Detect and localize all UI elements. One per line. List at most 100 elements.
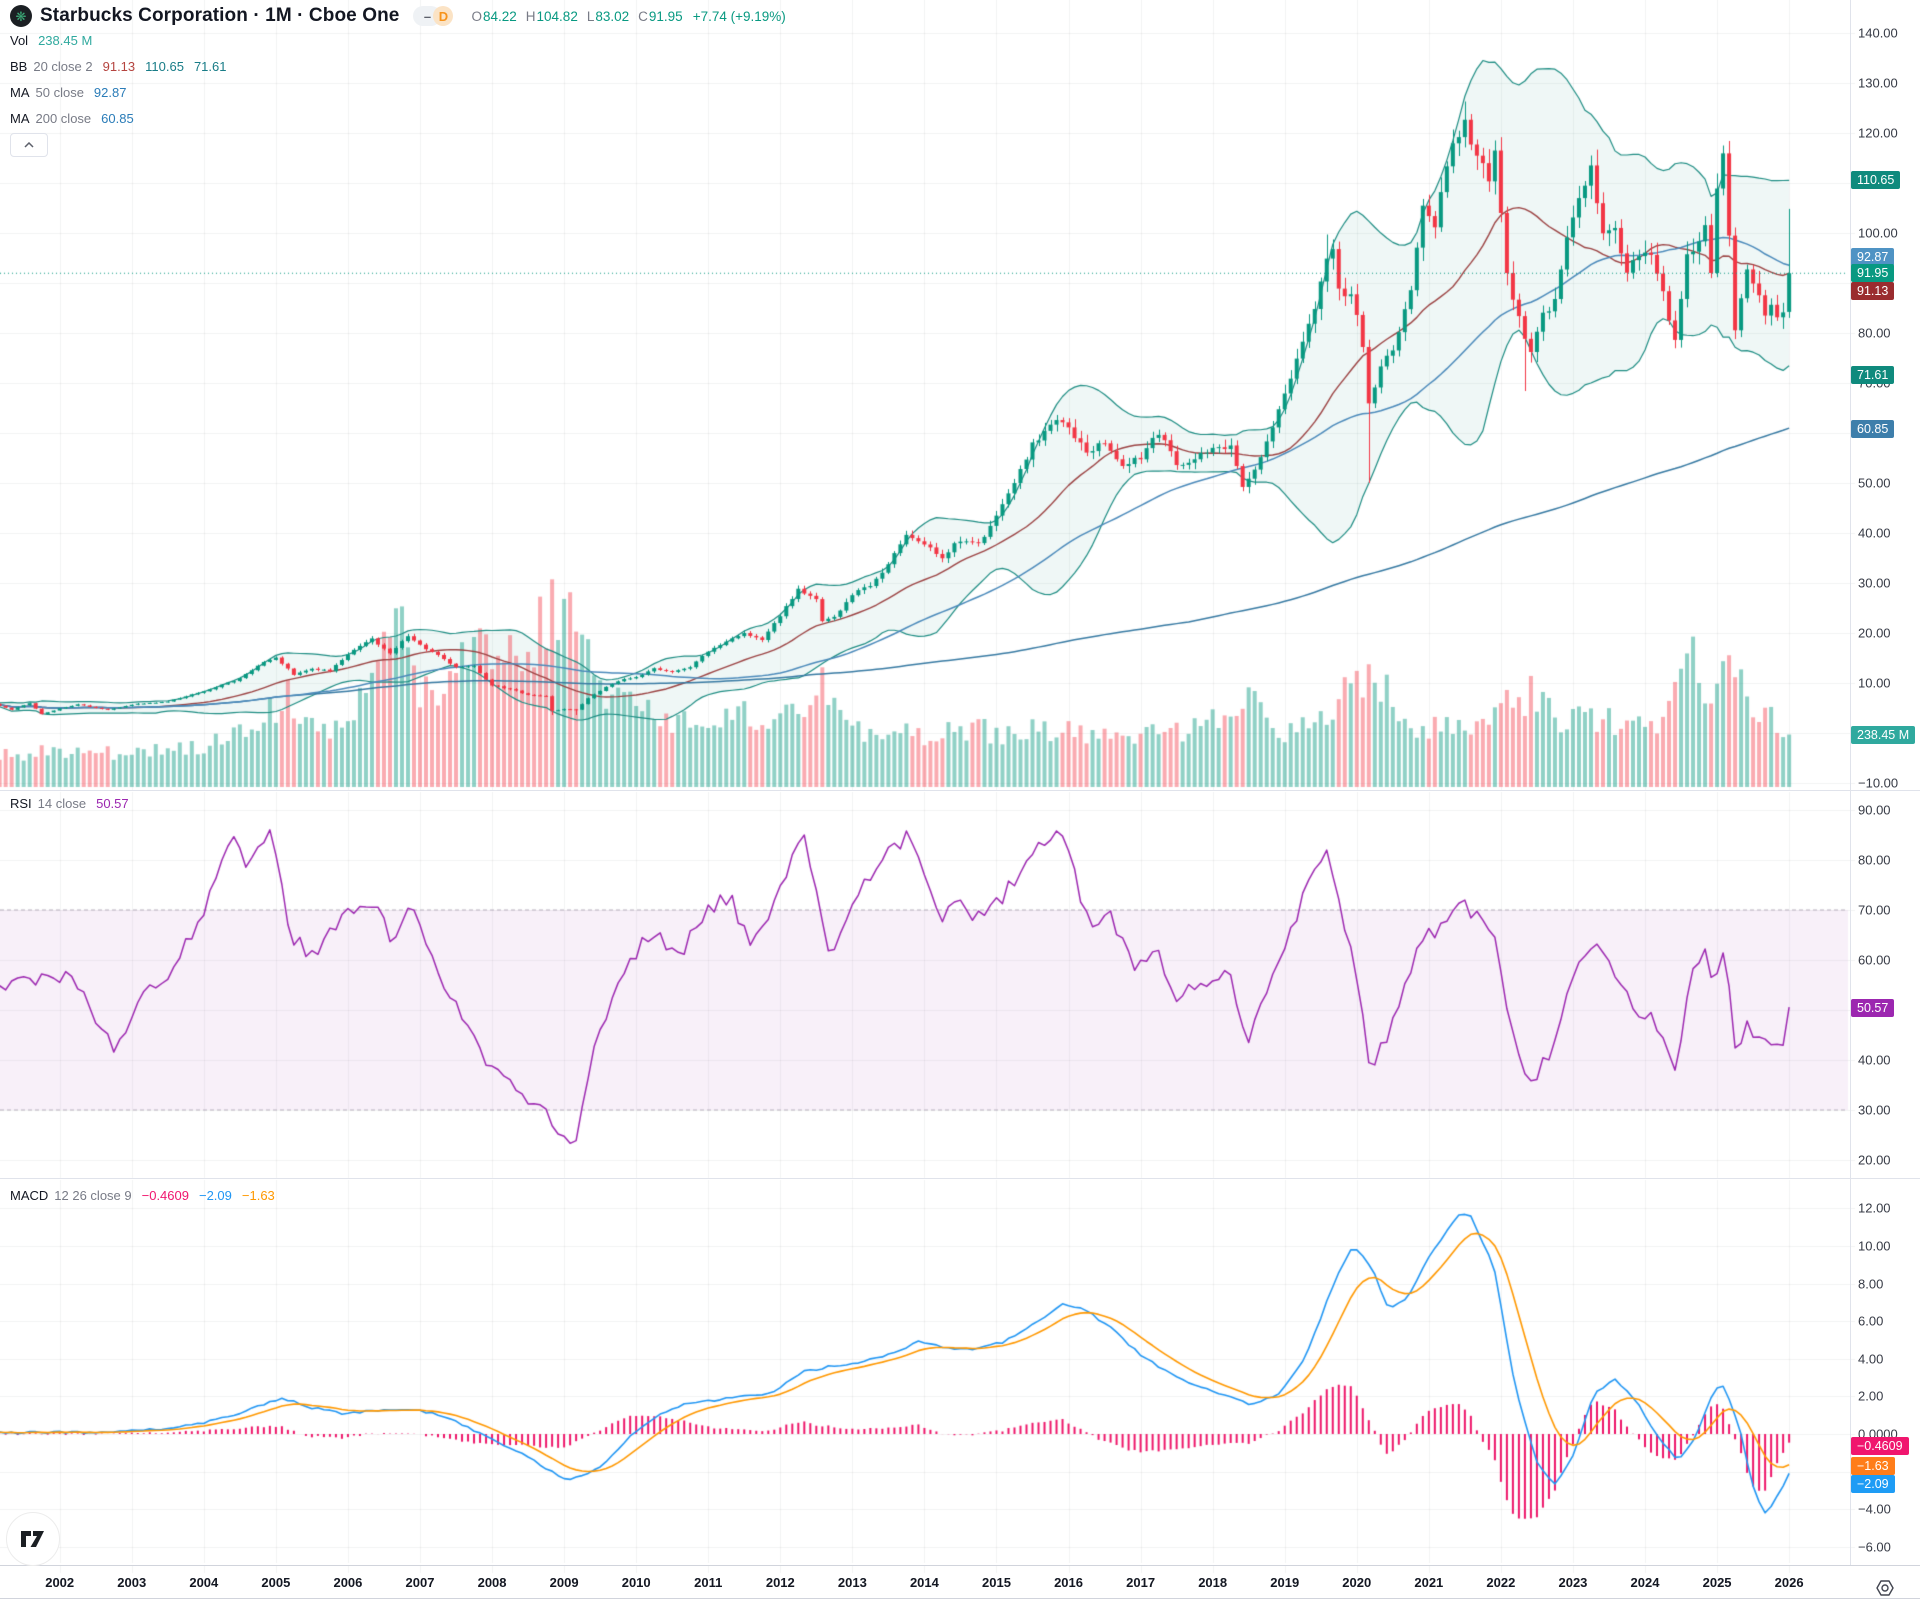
year-label[interactable]: 2018 [1198, 1575, 1228, 1590]
macd-tick-label: 4.00 [1858, 1351, 1884, 1367]
bb-lower-value: 71.61 [193, 59, 227, 74]
pane-separator[interactable] [0, 1178, 1920, 1179]
rsi-tick-label: 20.00 [1858, 1152, 1891, 1168]
legend-ma200[interactable]: MA 200 close 60.85 [10, 111, 134, 126]
rsi-tick-label: 60.00 [1858, 952, 1891, 968]
macd-line-value: −2.09 [198, 1188, 232, 1203]
tradingview-logo[interactable] [6, 1512, 60, 1566]
chevron-up-icon [24, 142, 34, 148]
macd-tick-label: 12.00 [1858, 1200, 1891, 1216]
macd-tick-label: 8.00 [1858, 1276, 1884, 1292]
tradingview-glyph-icon [21, 1531, 44, 1547]
year-label[interactable]: 2015 [982, 1575, 1011, 1590]
price-tick-label: 140.00 [1858, 25, 1898, 41]
year-label[interactable]: 2024 [1630, 1575, 1660, 1590]
low-value: L83.02 [586, 8, 630, 24]
price-tick-label: 30.00 [1858, 575, 1891, 591]
year-label[interactable]: 2017 [1126, 1575, 1156, 1590]
bb-upper-value: 110.65 [145, 59, 184, 74]
axis-price-badge: 91.13 [1851, 282, 1895, 300]
axis-price-badge: −0.4609 [1851, 1437, 1909, 1455]
pane-separator[interactable] [0, 790, 1920, 791]
axis-price-badge: 91.95 [1851, 264, 1895, 282]
axis-price-badge: −1.63 [1851, 1457, 1895, 1475]
year-label[interactable]: 2007 [405, 1575, 435, 1590]
time-axis-settings-icon[interactable] [1874, 1577, 1896, 1599]
macd-tick-label: 2.00 [1858, 1388, 1884, 1404]
year-label[interactable]: 2002 [45, 1575, 75, 1590]
axis-price-badge: −2.09 [1851, 1475, 1895, 1493]
year-label[interactable]: 2016 [1054, 1575, 1083, 1590]
year-label[interactable]: 2022 [1486, 1575, 1516, 1590]
macd-signal-value: −1.63 [241, 1188, 275, 1203]
bb-basis-value: 91.13 [102, 59, 136, 74]
price-tick-label: 100.00 [1858, 225, 1898, 241]
ma200-value: 60.85 [101, 111, 134, 126]
year-label[interactable]: 2021 [1414, 1575, 1444, 1590]
year-label[interactable]: 2023 [1558, 1575, 1588, 1590]
macd-tick-label: 6.00 [1858, 1313, 1884, 1329]
time-axis-separator [0, 1565, 1920, 1566]
macd-tick-label: −4.00 [1858, 1501, 1891, 1517]
price-tick-label: 20.00 [1858, 625, 1891, 641]
axis-price-badge: 50.57 [1851, 999, 1895, 1017]
open-value: O84.22 [471, 8, 517, 24]
price-scale-border [1850, 0, 1851, 1565]
starbucks-logo-icon: ❋ [10, 5, 32, 27]
year-label[interactable]: 2019 [1270, 1575, 1300, 1590]
close-value: C91.95 [638, 8, 683, 24]
year-label[interactable]: 2008 [477, 1575, 507, 1590]
high-value: H104.82 [525, 8, 578, 24]
price-tick-label: 80.00 [1858, 325, 1891, 341]
symbol-header[interactable]: ❋ Starbucks Corporation · 1M · Cboe One … [10, 5, 786, 27]
price-tick-label: −10.00 [1858, 775, 1899, 791]
ohlc-values: O84.22 H104.82 L83.02 C91.95 +7.74 (+9.1… [471, 9, 785, 24]
ma50-value: 92.87 [93, 85, 127, 100]
year-label[interactable]: 2006 [333, 1575, 363, 1590]
year-label[interactable]: 2013 [837, 1575, 867, 1590]
legend-macd[interactable]: MACD 12 26 close 9 −0.4609 −2.09 −1.63 [10, 1188, 275, 1203]
macd-tick-label: 10.00 [1858, 1238, 1891, 1254]
symbol-title: Starbucks Corporation · 1M · Cboe One [40, 5, 400, 26]
volume-value: 238.45 M [38, 33, 93, 48]
rsi-tick-label: 70.00 [1858, 902, 1891, 918]
rsi-tick-label: 30.00 [1858, 1102, 1891, 1118]
data-mode-pill[interactable]: – D [413, 6, 454, 26]
change-value: +7.74 (+9.19%) [692, 8, 786, 24]
axis-price-badge: 71.61 [1851, 366, 1895, 384]
year-label[interactable]: 2020 [1342, 1575, 1372, 1590]
year-label[interactable]: 2026 [1774, 1575, 1804, 1590]
macd-tick-label: −6.00 [1858, 1539, 1891, 1555]
rsi-tick-label: 40.00 [1858, 1052, 1891, 1068]
rsi-tick-label: 80.00 [1858, 852, 1891, 868]
rsi-tick-label: 90.00 [1858, 802, 1891, 818]
year-label[interactable]: 2014 [909, 1575, 939, 1590]
year-label[interactable]: 2010 [621, 1575, 651, 1590]
year-label[interactable]: 2004 [189, 1575, 219, 1590]
legend-volume[interactable]: Vol 238.45 M [10, 33, 93, 48]
legend-ma50[interactable]: MA 50 close 92.87 [10, 85, 127, 100]
year-label[interactable]: 2025 [1702, 1575, 1732, 1590]
delayed-data-badge[interactable]: D [433, 6, 454, 26]
price-tick-label: 10.00 [1858, 675, 1891, 691]
year-label[interactable]: 2003 [117, 1575, 147, 1590]
bottom-border [0, 1598, 1920, 1599]
macd-hist-value: −0.4609 [141, 1188, 189, 1203]
legend-bb[interactable]: BB 20 close 2 91.13 110.65 71.61 [10, 59, 227, 74]
price-tick-label: 40.00 [1858, 525, 1891, 541]
year-label[interactable]: 2009 [549, 1575, 579, 1590]
collapse-legend-button[interactable] [10, 133, 48, 157]
axis-price-badge: 238.45 M [1851, 726, 1916, 744]
price-tick-label: 120.00 [1858, 125, 1898, 141]
year-label[interactable]: 2012 [765, 1575, 795, 1590]
price-tick-label: 50.00 [1858, 475, 1891, 491]
axis-price-badge: 60.85 [1851, 420, 1895, 438]
axis-price-badge: 92.87 [1851, 248, 1895, 266]
price-tick-label: 130.00 [1858, 75, 1898, 91]
year-label[interactable]: 2011 [694, 1575, 723, 1590]
legend-rsi[interactable]: RSI 14 close 50.57 [10, 796, 129, 811]
axis-price-badge: 110.65 [1851, 171, 1901, 189]
year-label[interactable]: 2005 [261, 1575, 291, 1590]
